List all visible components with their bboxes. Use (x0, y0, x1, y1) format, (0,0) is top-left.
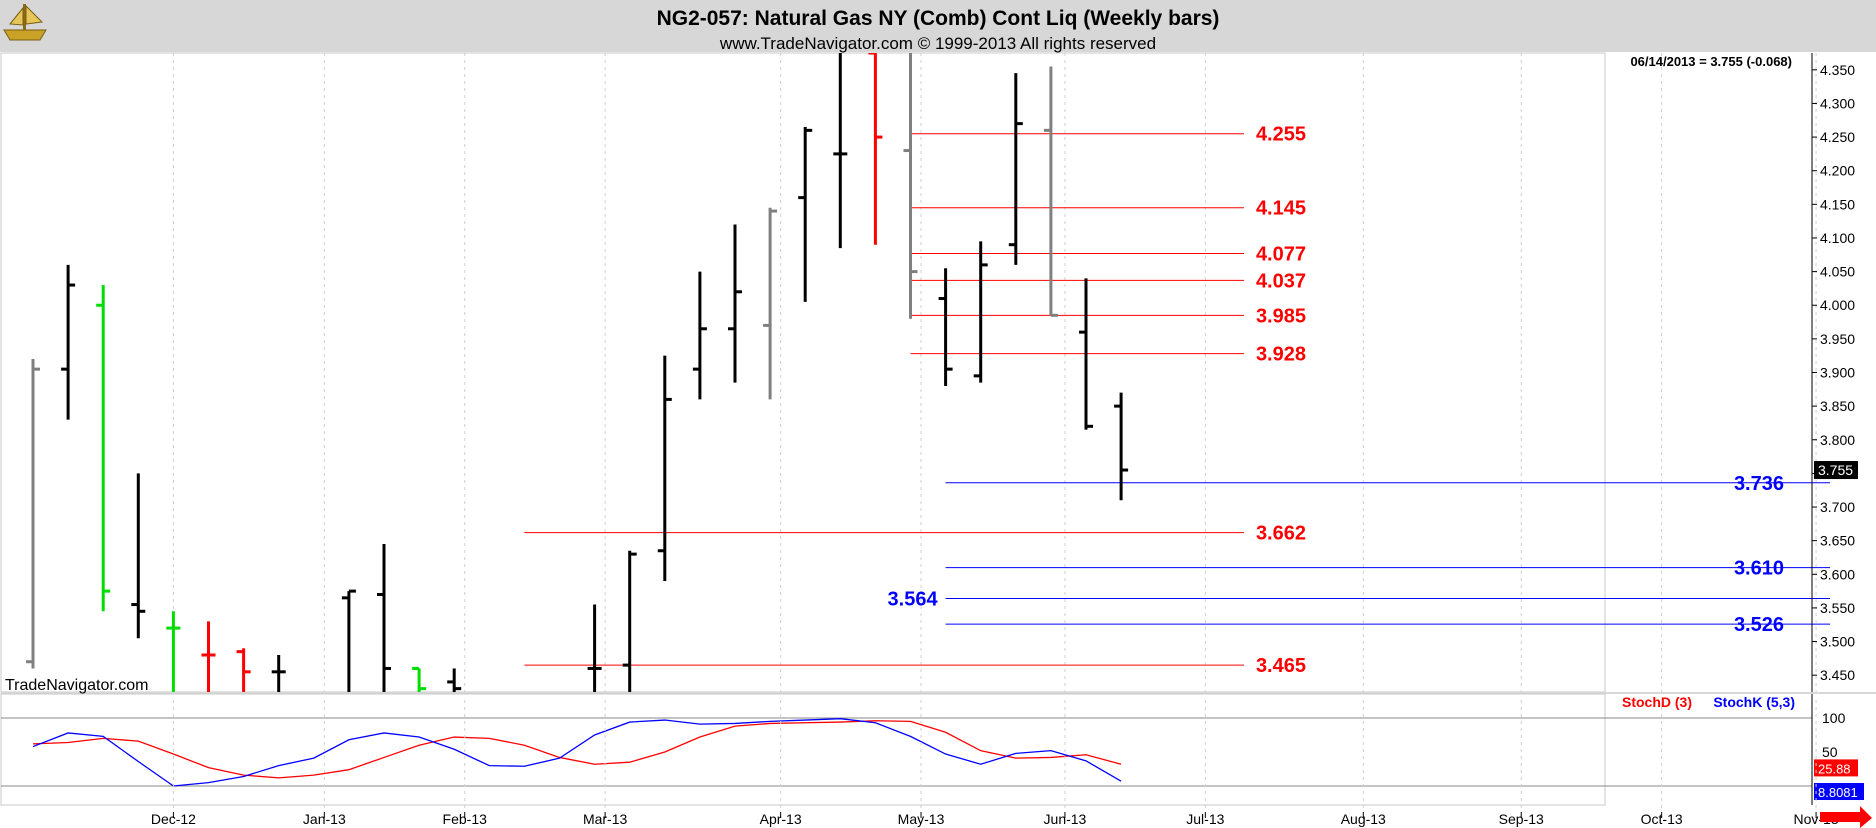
level-label: 3.564 (888, 589, 939, 611)
last-value-box (1814, 461, 1858, 480)
date-tick-label: Mar-13 (583, 811, 628, 827)
price-tick-label: 4.150 (1820, 196, 1855, 212)
price-tick-label: 3.650 (1820, 533, 1855, 549)
date-axis: Dec-12 Jan-13 Feb-13 Mar-13 Apr-13 May-13 Jun-… (151, 700, 1839, 827)
date-tick-label: Sep-13 (1499, 811, 1544, 827)
price-tick-label: 3.850 (1820, 398, 1855, 414)
price-tick-label: 3.450 (1820, 667, 1855, 683)
date-tick-label: May-13 (898, 811, 945, 827)
price-axis: 4.350 4.300 4.250 4.200 4.150 4.100 4.050 4.000… (1811, 53, 1858, 692)
price-tick-label: 4.000 (1820, 297, 1855, 313)
price-tick-label: 3.800 (1820, 432, 1855, 448)
stochd-value-label: 25.88 (1818, 761, 1851, 776)
ship-logo-icon (3, 4, 47, 41)
stoch-tick-label: 100 (1822, 710, 1846, 726)
chart-title: NG2-057: Natural Gas NY (Comb) Cont Liq … (657, 7, 1220, 30)
price-tick-label: 3.600 (1820, 566, 1855, 582)
legend-stochk: StochK (5,3) (1713, 694, 1795, 710)
stoch-series-line (32, 720, 1122, 779)
price-tick-label: 4.250 (1820, 129, 1855, 145)
date-tick-label: Apr-13 (760, 811, 802, 827)
price-tick-label: 3.950 (1820, 331, 1855, 347)
stoch-panel-bg (0, 693, 1606, 806)
header-bar (0, 0, 1876, 52)
level-label: 3.736 (1734, 473, 1784, 495)
price-panel (26, 53, 1830, 692)
level-label: 3.610 (1734, 558, 1784, 580)
stochd-value-box (1814, 759, 1858, 777)
last-quote-label: 06/14/2013 = 3.755 (-0.068) (1630, 54, 1792, 69)
level-label: 4.037 (1256, 270, 1306, 292)
price-tick-label: 3.500 (1820, 634, 1855, 650)
date-tick-label: Oct-13 (1641, 811, 1683, 827)
level-label: 3.465 (1256, 655, 1306, 677)
price-tick-label: 4.300 (1820, 95, 1855, 111)
date-tick-label: Jan-13 (303, 811, 346, 827)
copyright-text: www.TradeNavigator.com © 1999-2013 All r… (719, 34, 1156, 53)
stoch-tick-label: 50 (1822, 744, 1838, 760)
level-label: 4.077 (1256, 243, 1306, 265)
scroll-right-arrow-icon (1820, 806, 1872, 828)
watermark-text: TradeNavigator.com (5, 677, 148, 694)
stoch-series-line (32, 718, 1122, 787)
date-tick-label: Jun-13 (1044, 811, 1087, 827)
price-tick-label: 4.200 (1820, 163, 1855, 179)
stoch-panel: 100 50 StochD (3) StochK (5,3) 25.88 8.8081 (0, 693, 1864, 806)
date-tick-label: Feb-13 (443, 811, 488, 827)
price-tick-label: 4.050 (1820, 264, 1855, 280)
last-value-label: 3.755 (1818, 462, 1853, 478)
level-label: 3.928 (1256, 344, 1306, 366)
legend-stochd: StochD (3) (1622, 694, 1692, 710)
price-tick-label: 3.550 (1820, 600, 1855, 616)
date-tick-label: Jul-13 (1186, 811, 1224, 827)
level-label: 3.526 (1734, 614, 1784, 636)
price-tick-label: 4.350 (1820, 62, 1855, 78)
level-label: 4.145 (1256, 198, 1306, 220)
price-tick-label: 3.700 (1820, 499, 1855, 515)
level-label: 3.985 (1256, 305, 1306, 327)
stochk-value-label: 8.8081 (1818, 785, 1858, 800)
date-tick-label: Aug-13 (1341, 811, 1386, 827)
level-label: 3.662 (1256, 523, 1306, 545)
level-label: 4.255 (1256, 124, 1306, 146)
stochk-value-box (1814, 783, 1864, 801)
date-tick-label: Dec-12 (151, 811, 196, 827)
price-tick-label: 4.100 (1820, 230, 1855, 246)
price-tick-label: 3.900 (1820, 365, 1855, 381)
